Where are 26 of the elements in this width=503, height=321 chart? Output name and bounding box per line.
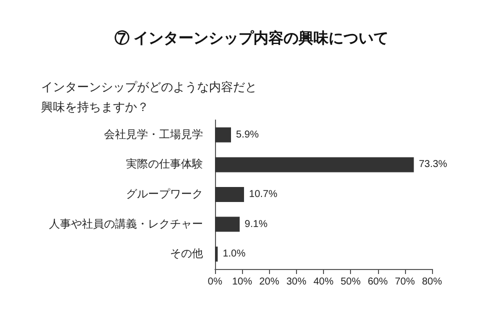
x-tick-label: 80% xyxy=(422,276,442,288)
y-tick-label: 会社見学・工場見学 xyxy=(104,128,203,141)
x-tick-label: 20% xyxy=(259,276,280,288)
y-tick-label: 実際の仕事体験 xyxy=(126,158,203,171)
x-tick-label: 50% xyxy=(340,276,361,288)
x-tick-label: 40% xyxy=(313,276,334,288)
bar xyxy=(215,127,232,142)
bar xyxy=(215,246,218,262)
data-label: 1.0% xyxy=(222,248,246,260)
x-tick-label: 0% xyxy=(208,276,222,288)
data-label: 73.3% xyxy=(418,159,448,170)
x-tick-label: 10% xyxy=(232,276,252,288)
x-tick-label: 70% xyxy=(394,276,415,288)
bar xyxy=(215,157,414,172)
x-tick-label: 30% xyxy=(286,276,306,288)
bar xyxy=(215,216,240,232)
chart-title: ⑦ インターンシップ内容の興味について xyxy=(114,29,389,47)
x-tick-label: 60% xyxy=(368,276,388,288)
data-label: 10.7% xyxy=(249,189,278,200)
y-tick-label: 人事や社員の講義・レクチャー xyxy=(49,217,203,230)
chart-subtitle: インターンシップがどのような内容だと興味を持ちますか？ xyxy=(41,80,257,114)
data-label: 5.9% xyxy=(236,129,259,140)
bar xyxy=(215,187,244,202)
y-tick-label: グループワーク xyxy=(126,188,203,200)
y-tick-label: その他 xyxy=(170,248,203,260)
data-label: 9.1% xyxy=(244,218,268,230)
